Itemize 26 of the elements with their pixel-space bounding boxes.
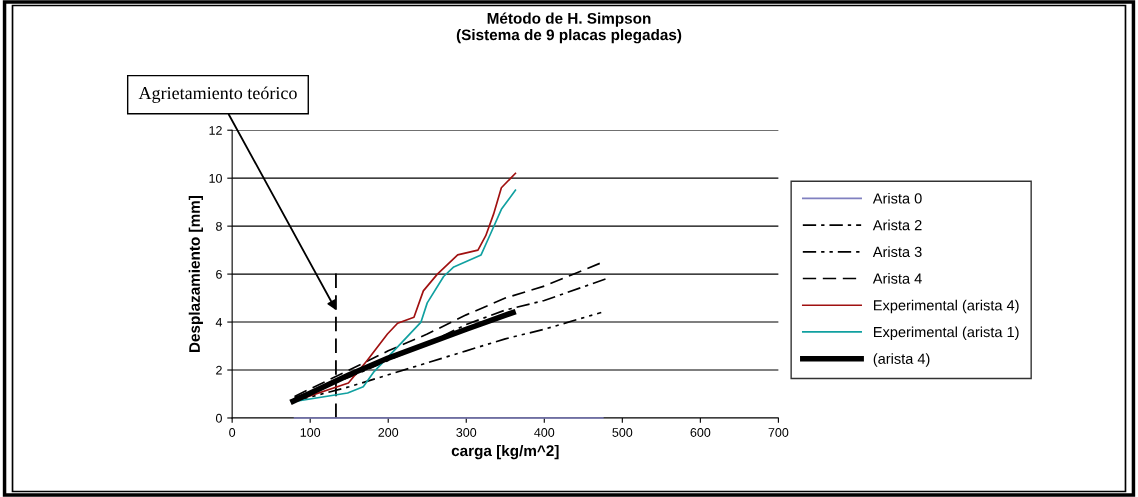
legend-label: Arista 3 (872, 246, 922, 258)
x-tick-label: 400 (534, 428, 555, 437)
x-tick-label: 200 (378, 428, 399, 437)
legend-label: Arista 4 (872, 273, 922, 284)
x-axis-title: carga [kg/m^2] (451, 444, 559, 460)
y-tick-label: 4 (215, 317, 223, 327)
y-tick-label: 6 (216, 269, 222, 279)
legend-label: Experimental (arista 1) (874, 326, 1019, 341)
chart-title: Método de H. Simpson (Sistema de 9 placas plegadas) (456, 12, 682, 44)
legend-label: Experimental (arista 4) (874, 299, 1019, 314)
y-tick-label: 2 (216, 365, 222, 375)
y-tick-label: 12 (209, 126, 222, 135)
legend-label: Arista 0 (872, 192, 922, 204)
annotation: Agrietamiento teórico (138, 86, 297, 103)
x-tick-label: 300 (456, 428, 477, 437)
legend-label: Arista 2 (872, 219, 922, 231)
x-tick-label: 700 (768, 428, 789, 437)
x-tick-label: 100 (300, 428, 321, 437)
x-tick-label: 0 (229, 428, 236, 437)
x-tick-label: 500 (612, 428, 633, 437)
y-tick-label: 8 (216, 221, 222, 231)
y-tick-label: 10 (209, 173, 222, 183)
x-tick-label: 600 (690, 428, 711, 437)
legend-label: (arista 4) (873, 353, 930, 367)
y-tick-label: 0 (215, 413, 222, 423)
y-axis-title: Desplazamiento [mm] (188, 196, 203, 353)
